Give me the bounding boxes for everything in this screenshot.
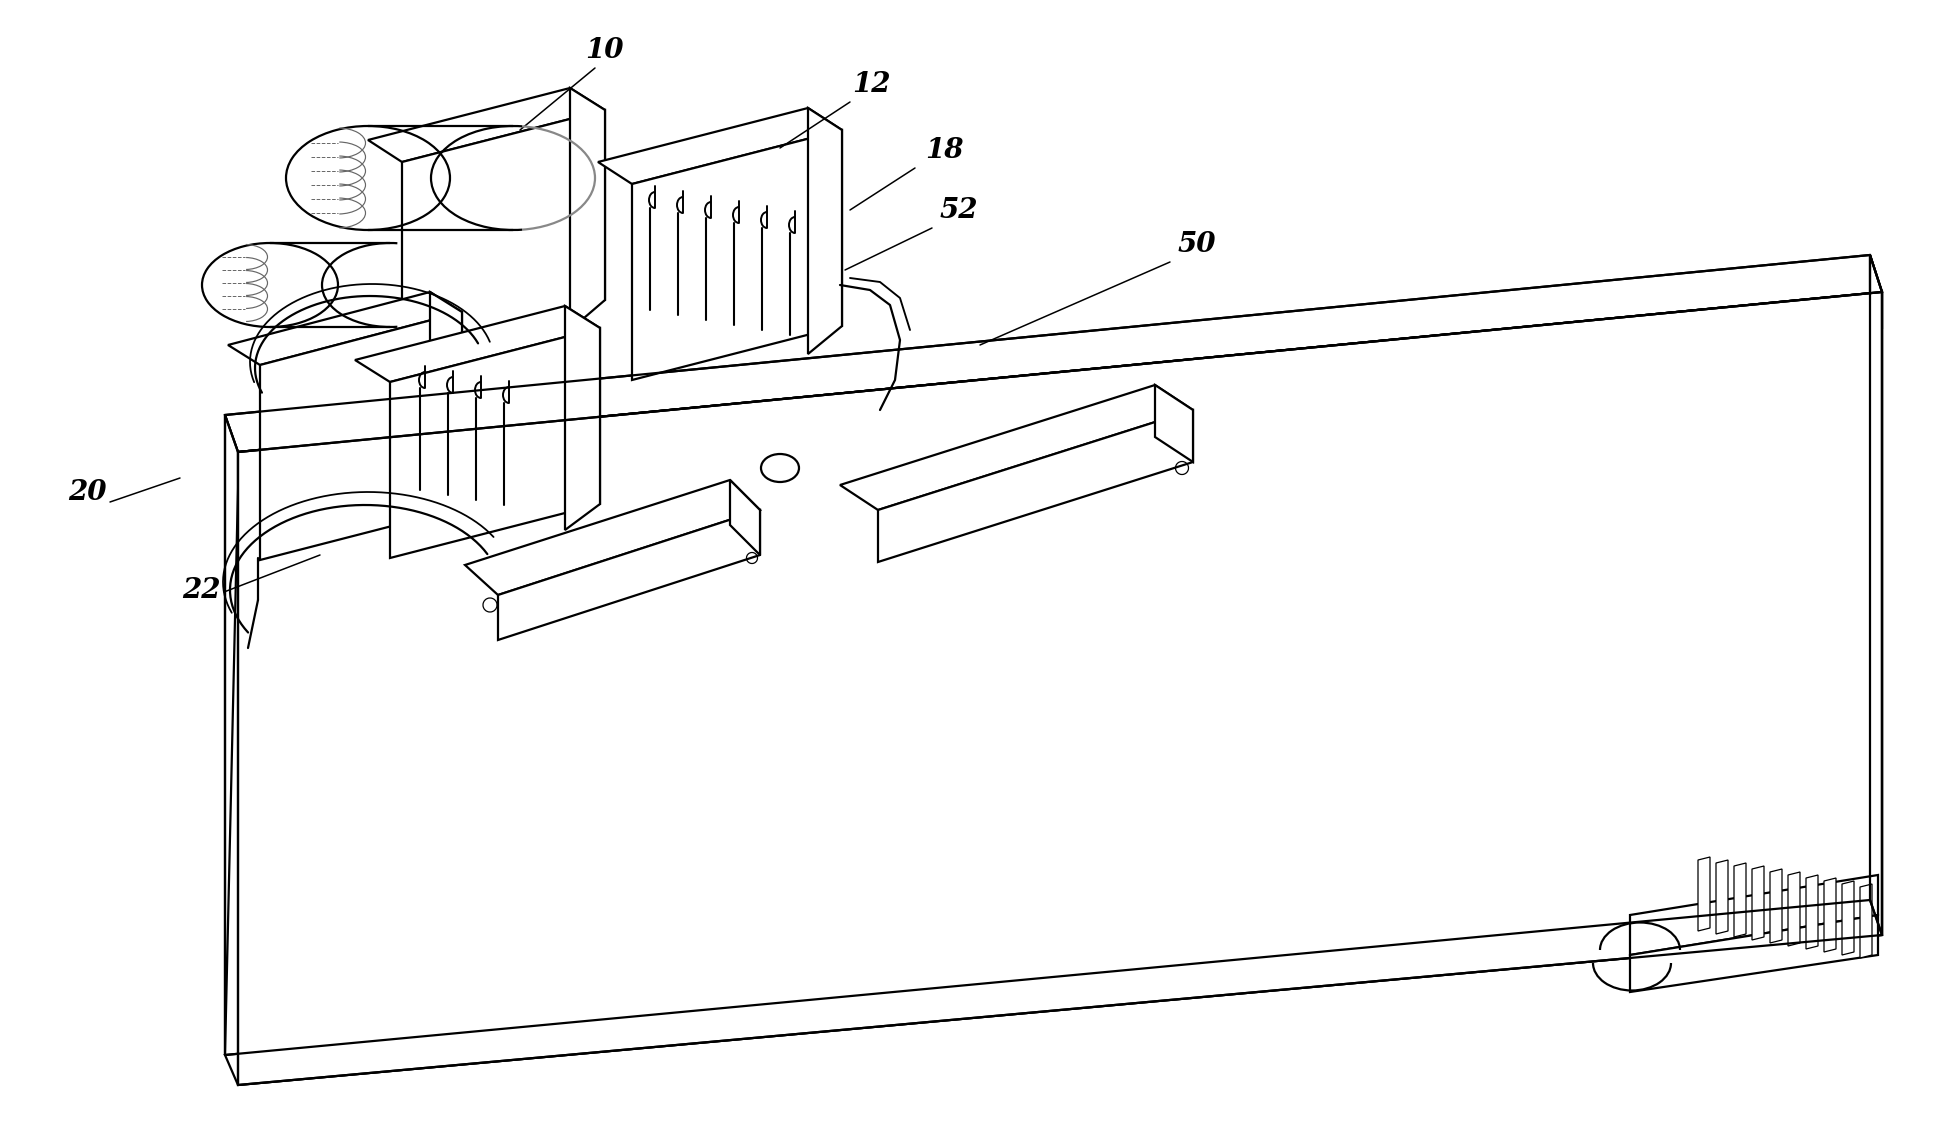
Polygon shape bbox=[570, 88, 605, 330]
Polygon shape bbox=[402, 110, 605, 352]
Polygon shape bbox=[1752, 866, 1763, 940]
Polygon shape bbox=[632, 130, 842, 379]
Polygon shape bbox=[1806, 876, 1818, 949]
Polygon shape bbox=[1860, 884, 1872, 958]
Polygon shape bbox=[1843, 881, 1855, 956]
Polygon shape bbox=[1629, 876, 1878, 956]
Polygon shape bbox=[809, 107, 842, 354]
Polygon shape bbox=[1870, 255, 1882, 935]
Polygon shape bbox=[1717, 860, 1728, 934]
Polygon shape bbox=[367, 88, 605, 162]
Polygon shape bbox=[226, 415, 237, 1055]
Polygon shape bbox=[226, 900, 1882, 1085]
Polygon shape bbox=[1697, 857, 1711, 932]
Polygon shape bbox=[465, 480, 760, 596]
Polygon shape bbox=[566, 306, 601, 530]
Polygon shape bbox=[260, 312, 463, 560]
Polygon shape bbox=[1629, 916, 1878, 992]
Polygon shape bbox=[1734, 863, 1746, 937]
Polygon shape bbox=[731, 480, 760, 555]
Text: 52: 52 bbox=[941, 197, 978, 224]
Text: 10: 10 bbox=[585, 37, 624, 64]
Text: 12: 12 bbox=[851, 71, 890, 98]
Polygon shape bbox=[226, 255, 1882, 451]
Polygon shape bbox=[237, 291, 1882, 488]
Text: 22: 22 bbox=[183, 577, 220, 604]
Polygon shape bbox=[1823, 878, 1835, 952]
Polygon shape bbox=[227, 291, 463, 365]
Polygon shape bbox=[1155, 385, 1194, 462]
Polygon shape bbox=[391, 328, 601, 558]
Text: 50: 50 bbox=[1178, 231, 1217, 258]
Polygon shape bbox=[237, 291, 1882, 1085]
Polygon shape bbox=[430, 291, 463, 537]
Polygon shape bbox=[879, 410, 1194, 562]
Polygon shape bbox=[498, 510, 760, 640]
Polygon shape bbox=[356, 306, 601, 382]
Text: 20: 20 bbox=[68, 479, 107, 506]
Polygon shape bbox=[1788, 872, 1800, 946]
Polygon shape bbox=[599, 107, 842, 184]
Polygon shape bbox=[840, 385, 1194, 510]
Polygon shape bbox=[1769, 869, 1783, 943]
Text: 18: 18 bbox=[925, 137, 964, 163]
